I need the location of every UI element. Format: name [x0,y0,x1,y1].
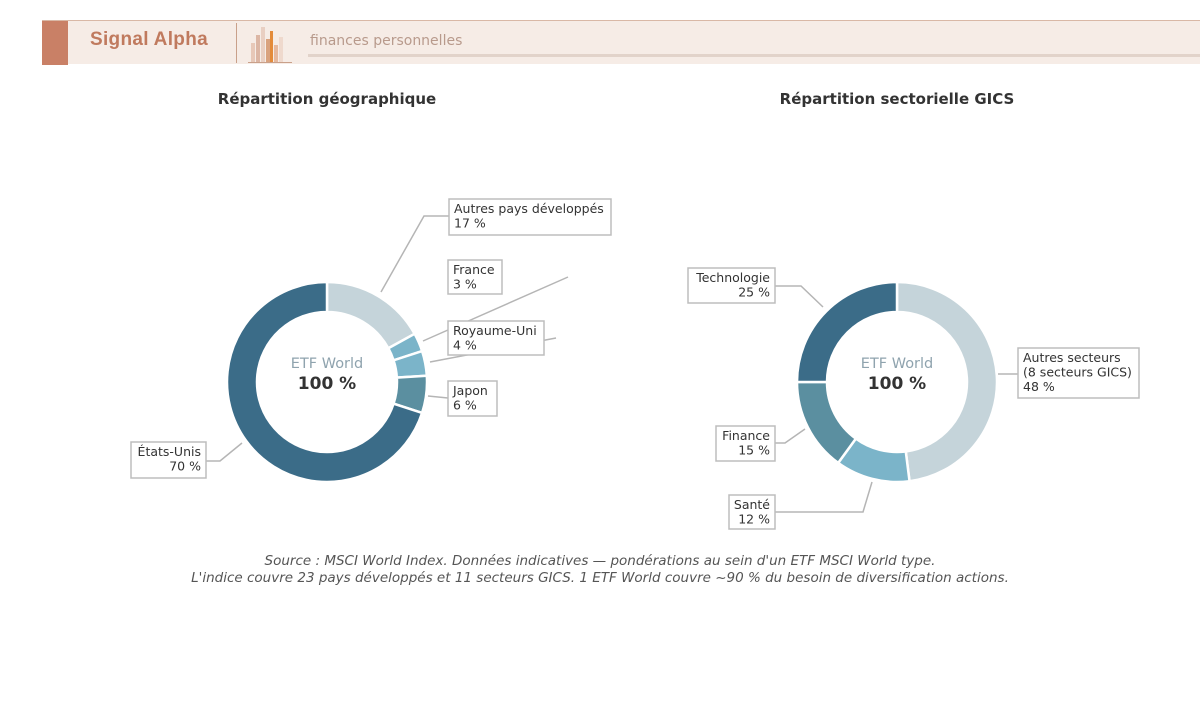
leader-line [206,442,243,462]
source-note: Source : MSCI World Index. Données indic… [0,553,1200,587]
leader-line [427,395,449,399]
header-banner: Signal Alpha finances personnelles [42,20,1200,65]
chart-title: Répartition géographique [218,90,436,108]
city-bars-icon [248,27,292,63]
label-box [447,320,545,356]
slice-value-label: 15 % [738,443,770,458]
label-box [687,267,776,304]
slice-label: États-Unis [138,444,201,459]
tagline: finances personnelles [310,33,463,49]
leader-line [775,428,806,444]
slice-value-label: 6 % [453,398,477,413]
label-box [728,494,776,530]
slice-label: France [453,262,495,277]
donut-slice [795,280,899,384]
label-box [447,259,503,295]
charts-canvas: Répartition géographique ETF World 100 %… [130,90,1140,530]
label-box [715,425,776,462]
chart-geographic: Répartition géographique ETF World 100 %… [130,90,612,484]
donut-slice [225,280,424,484]
leader-line [775,285,824,308]
brand-color-block [42,21,68,65]
donut-slice [795,380,858,465]
slice-label: Autres secteurs [1023,350,1121,365]
leader-line [775,481,873,513]
slice-value-label: 48 % [1023,379,1055,394]
slice-value-label: 17 % [454,216,486,231]
slice-value-label: 25 % [738,285,770,300]
donut-sectors [795,280,999,484]
label-box [1017,347,1140,399]
slice-value-label: 70 % [169,459,201,474]
banner-underline [308,54,1200,57]
slice-label: Autres pays développés [454,201,604,216]
slice-label: (8 secteurs GICS) [1023,365,1132,380]
slice-value-label: 4 % [453,338,477,353]
slice-value-label: 12 % [738,512,770,527]
chart-sectors: Répartition sectorielle GICS ETF World 1… [687,90,1140,530]
center-value: 100 % [868,374,926,394]
leader-line [380,215,449,293]
center-value: 100 % [298,374,356,394]
slice-label: Santé [734,497,770,512]
brand-name: Signal Alpha [90,29,208,50]
label-box [130,441,207,479]
donut-geographic [225,280,429,484]
center-label: ETF World [291,356,364,372]
chart-title: Répartition sectorielle GICS [780,90,1015,108]
slice-label: Japon [452,383,488,398]
banner-divider [236,23,237,63]
center-label: ETF World [861,356,934,372]
slice-label: Technologie [695,270,770,285]
donut-slice [325,280,417,350]
leader-line [422,276,569,342]
label-box [448,198,612,236]
source-line-2: L'indice couvre 23 pays développés et 11… [191,570,1009,586]
slice-value-label: 3 % [453,277,477,292]
label-box [447,380,498,417]
slice-label: Finance [722,428,770,443]
source-line-1: Source : MSCI World Index. Données indic… [264,553,936,569]
labels-sectors: Autres secteurs(8 secteurs GICS)48 % Sant… [687,267,1140,530]
slice-label: Royaume-Uni [453,323,537,338]
donut-slice [895,280,999,483]
